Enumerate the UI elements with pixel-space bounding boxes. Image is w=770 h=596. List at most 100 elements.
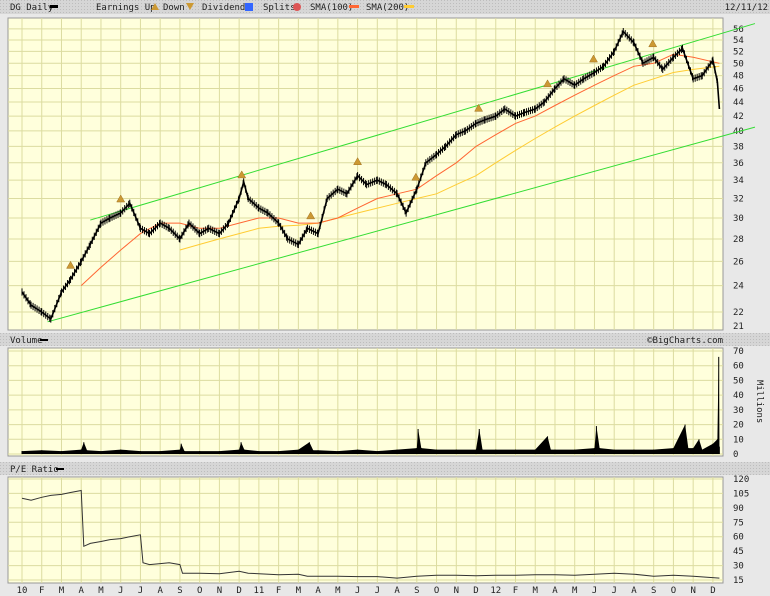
x-tick-label: M — [533, 586, 539, 596]
earnings-up-marker-icon[interactable] — [353, 157, 363, 165]
dividends-icon — [245, 3, 253, 11]
earnings-up-marker-icon[interactable] — [474, 103, 484, 112]
earnings-up-marker-icon[interactable] — [306, 211, 316, 220]
x-tick-label: J — [138, 586, 143, 596]
down-label: Down — [163, 3, 185, 13]
earnings-up-marker-icon[interactable] — [648, 39, 658, 48]
pe-tick-label: 75 — [733, 518, 744, 528]
volume-tick-label: 0 — [733, 450, 738, 460]
pe-panel — [7, 476, 724, 584]
price-tick-label: 24 — [733, 282, 744, 292]
copyright: ©BigCharts.com — [647, 336, 723, 346]
x-tick-label: D — [710, 586, 715, 596]
pe-swatch — [56, 468, 64, 470]
x-tick-label: 11 — [253, 586, 264, 596]
earnings-up-marker-icon[interactable] — [543, 79, 552, 88]
price-tick-label: 48 — [733, 72, 744, 82]
earnings-up-marker-icon[interactable] — [411, 172, 421, 181]
price-tick-label: 30 — [733, 214, 744, 224]
price-tick-label: 22 — [733, 308, 744, 318]
x-tick-label: A — [552, 586, 558, 596]
x-tick-label: M — [59, 586, 65, 596]
x-tick-label: N — [454, 586, 459, 596]
x-tick-label: 12 — [490, 586, 501, 596]
plot-marks — [21, 23, 756, 579]
x-tick-label: 10 — [17, 586, 28, 596]
axes: 10 F M A M J J A S O N D 11 F M A M J J A S O N D 12 F M A M J J A S O N D 2… — [17, 25, 750, 596]
symbol-label: DG Daily — [10, 3, 54, 13]
price-legend-swatch — [50, 5, 58, 8]
x-tick-label: F — [39, 586, 44, 596]
price-tick-label: 38 — [733, 142, 744, 152]
price-tick-label: 54 — [733, 36, 744, 46]
volume-tick-label: 50 — [733, 376, 744, 386]
x-tick-label: J — [611, 586, 616, 596]
x-tick-label: J — [118, 586, 123, 596]
volume-title: Volume — [10, 336, 43, 346]
x-tick-label: A — [157, 586, 163, 596]
volume-tick-label: 20 — [733, 421, 744, 431]
sma100-swatch — [349, 5, 359, 8]
price-tick-label: 52 — [733, 47, 744, 57]
price-tick-label: 28 — [733, 235, 744, 245]
x-tick-label: M — [572, 586, 578, 596]
sma200-swatch — [404, 5, 414, 8]
price-tick-label: 44 — [733, 98, 744, 108]
x-tick-label: A — [394, 586, 400, 596]
splits-icon — [293, 3, 301, 11]
volume-tick-label: 60 — [733, 362, 744, 372]
x-tick-label: O — [671, 586, 676, 596]
volume-swatch — [40, 339, 48, 341]
price-tick-label: 50 — [733, 59, 744, 69]
x-tick-label: N — [690, 586, 695, 596]
volume-unit-label: Millions — [754, 380, 764, 423]
price-tick-label: 42 — [733, 112, 744, 122]
x-tick-label: A — [631, 586, 637, 596]
volume-tick-label: 70 — [733, 347, 744, 357]
sma200-line — [179, 65, 720, 251]
x-tick-label: M — [98, 586, 104, 596]
chart-date: 12/11/12 — [725, 3, 768, 13]
x-tick-label: F — [276, 586, 281, 596]
x-tick-label: J — [355, 586, 360, 596]
sma100-label: SMA(100) — [310, 3, 353, 13]
x-tick-label: A — [315, 586, 321, 596]
x-tick-label: N — [217, 586, 222, 596]
trendline — [47, 126, 756, 323]
pe-tick-label: 15 — [733, 576, 744, 586]
volume-tick-label: 40 — [733, 391, 744, 401]
x-tick-label: J — [375, 586, 380, 596]
x-tick-label: J — [592, 586, 597, 596]
earnings-up-marker-icon[interactable] — [589, 54, 598, 63]
pe-header — [0, 462, 770, 475]
price-panel — [7, 17, 724, 331]
price-tick-label: 32 — [733, 194, 744, 204]
price-tick-label: 26 — [733, 257, 744, 267]
price-tick-label: 21 — [733, 322, 744, 332]
splits-label: Splits — [263, 3, 296, 13]
x-tick-label: D — [473, 586, 478, 596]
volume-panel — [7, 347, 724, 457]
x-tick-label: A — [79, 586, 85, 596]
sma200-label: SMA(200) — [366, 3, 409, 13]
x-tick-label: D — [236, 586, 241, 596]
pe-tick-label: 120 — [733, 475, 749, 485]
volume-tick-label: 30 — [733, 406, 744, 416]
trendline — [90, 23, 756, 221]
x-tick-label: M — [296, 586, 302, 596]
price-tick-label: 46 — [733, 85, 744, 95]
grid — [8, 18, 723, 583]
volume-tick-label: 10 — [733, 435, 744, 445]
earnings-up-marker-icon[interactable] — [66, 260, 75, 269]
pe-title: P/E Ratio — [10, 465, 59, 475]
pe-tick-label: 105 — [733, 489, 749, 499]
dividends-label: Dividends — [202, 3, 251, 13]
pe-tick-label: 30 — [733, 562, 744, 572]
earnings-up-marker-icon[interactable] — [237, 170, 247, 179]
x-tick-label: S — [651, 586, 656, 596]
x-tick-label: O — [197, 586, 202, 596]
earnings-up-marker-icon[interactable] — [116, 194, 126, 203]
price-tick-label: 36 — [733, 159, 744, 169]
x-tick-label: S — [177, 586, 182, 596]
